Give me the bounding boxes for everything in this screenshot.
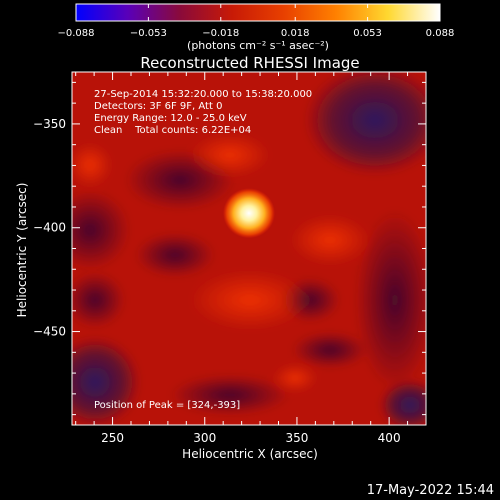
colorbar-gradient xyxy=(76,4,440,21)
x-tick-label: 300 xyxy=(193,431,216,445)
colorbar-ticks: −0.088 −0.053 −0.018 0.018 0.053 0.088 xyxy=(57,4,454,39)
dark-region xyxy=(170,375,290,415)
colorbar-tick-label: −0.053 xyxy=(130,28,167,39)
y-tick-label: −350 xyxy=(33,117,66,131)
chart-title: Reconstructed RHESSI Image xyxy=(140,54,359,72)
dark-region xyxy=(355,210,426,390)
x-tick-label: 400 xyxy=(378,431,401,445)
colorbar: −0.088 −0.053 −0.018 0.018 0.053 0.088 (photo… xyxy=(57,3,454,52)
annotation-energy-range: Energy Range: 12.0 - 25.0 keV xyxy=(94,113,247,124)
heatmap-image xyxy=(72,72,426,425)
colorbar-tick-label: −0.088 xyxy=(57,28,94,39)
dark-region xyxy=(72,190,130,270)
purple-region xyxy=(72,337,140,425)
bright-region xyxy=(190,270,310,330)
purple-region xyxy=(380,380,426,425)
bright-region xyxy=(72,143,112,187)
x-tick-label: 250 xyxy=(101,431,124,445)
y-axis-label: Heliocentric Y (arcsec) xyxy=(15,183,29,318)
x-axis-label: Heliocentric X (arcsec) xyxy=(182,447,318,461)
annotation-clean-counts: Clean Total counts: 6.22E+04 xyxy=(94,125,251,136)
y-tick-labels: −350 −400 −450 xyxy=(33,117,66,339)
annotation-detectors: Detectors: 3F 6F 9F, Att 0 xyxy=(94,101,222,112)
y-tick-label: −400 xyxy=(33,221,66,235)
axis-ticks xyxy=(72,72,427,425)
bright-region xyxy=(190,133,270,177)
peak-position-label: Position of Peak = [324,-393] xyxy=(94,400,240,411)
colorbar-unit-label: (photons cm⁻² s⁻¹ asec⁻²) xyxy=(187,39,329,52)
colorbar-tick-label: 0.088 xyxy=(426,28,455,39)
x-tick-label: 350 xyxy=(285,431,308,445)
x-tick-labels: 250 300 350 400 xyxy=(101,431,400,445)
dark-region xyxy=(72,272,125,328)
colorbar-tick-label: 0.018 xyxy=(281,28,310,39)
bright-region xyxy=(290,215,370,265)
colorbar-tick-label: −0.018 xyxy=(202,28,239,39)
purple-region xyxy=(305,72,426,175)
colorbar-frame xyxy=(75,3,441,22)
y-tick-label: −450 xyxy=(33,325,66,339)
footer-timestamp: 17-May-2022 15:44 xyxy=(367,483,494,498)
colorbar-tick-label: 0.053 xyxy=(353,28,382,39)
annotation-time-range: 27-Sep-2014 15:32:20.000 to 15:38:20.000 xyxy=(94,89,312,100)
dark-region xyxy=(292,332,368,368)
peak-source xyxy=(223,188,275,239)
dark-region xyxy=(135,233,215,277)
bright-region xyxy=(273,364,317,392)
